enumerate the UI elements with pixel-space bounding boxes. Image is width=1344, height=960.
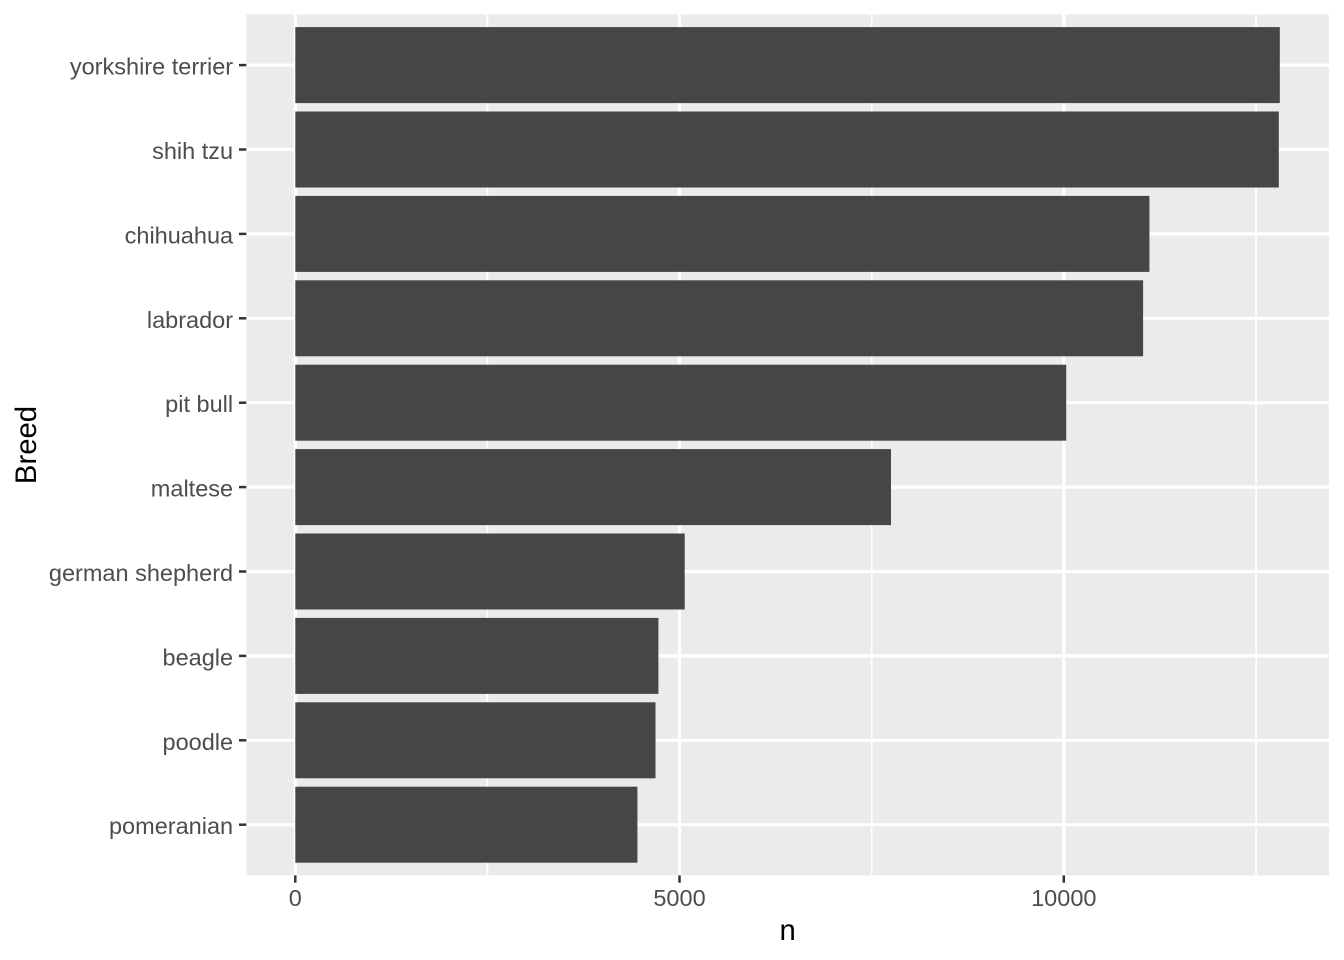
svg-text:labrador: labrador — [147, 307, 233, 333]
svg-text:pomeranian: pomeranian — [109, 813, 233, 839]
svg-text:n: n — [779, 914, 795, 947]
svg-text:Breed: Breed — [10, 406, 43, 484]
svg-text:beagle: beagle — [163, 644, 234, 670]
svg-text:chihuahua: chihuahua — [125, 222, 234, 248]
svg-text:german shepherd: german shepherd — [49, 560, 233, 586]
svg-text:10000: 10000 — [1031, 885, 1096, 911]
svg-text:maltese: maltese — [151, 476, 233, 502]
svg-text:shih tzu: shih tzu — [152, 138, 233, 164]
svg-text:5000: 5000 — [653, 885, 705, 911]
svg-text:yorkshire terrier: yorkshire terrier — [70, 54, 233, 80]
svg-text:0: 0 — [289, 885, 302, 911]
svg-text:poodle: poodle — [163, 729, 234, 755]
svg-text:pit bull: pit bull — [165, 391, 233, 417]
